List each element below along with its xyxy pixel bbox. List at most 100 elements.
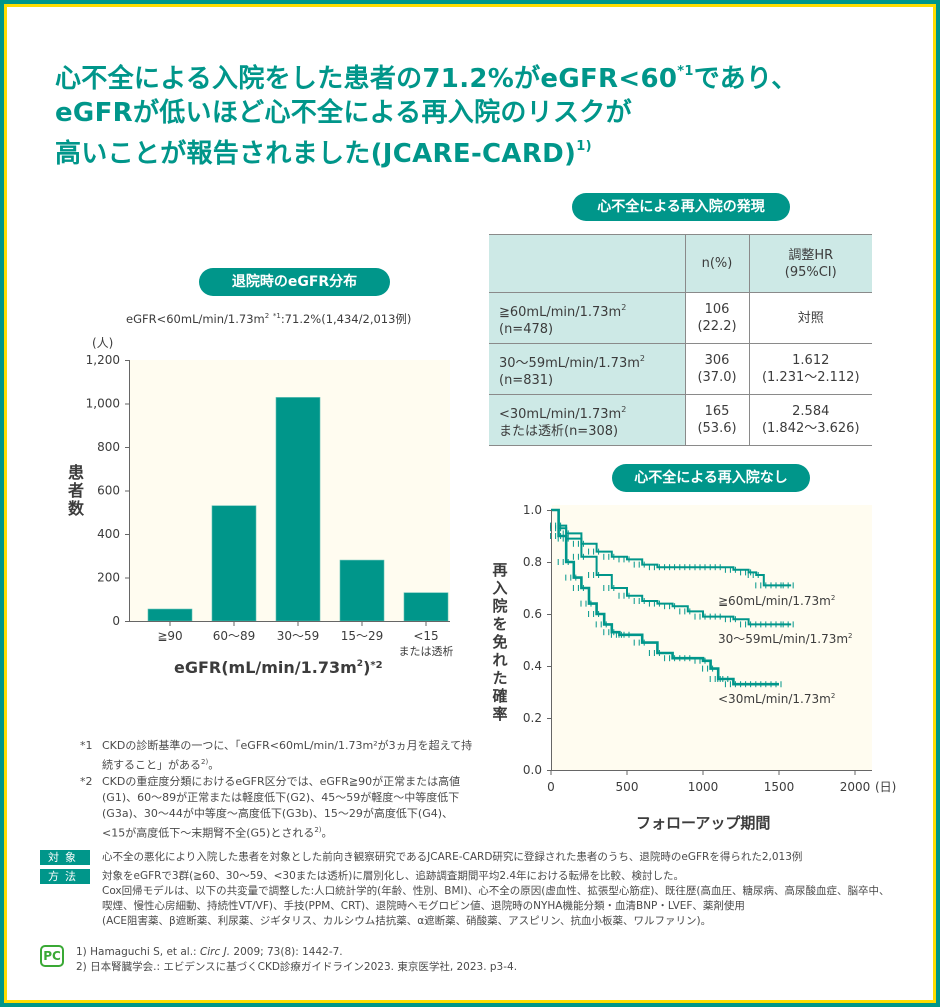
title-line-1-tail: であり、 (693, 64, 798, 94)
method-line: 対象をeGFRで3群(≧60、30〜59、<30または透析)に層別化し、追跡調査… (102, 870, 685, 882)
km-curve (551, 509, 792, 587)
km-x-unit: (日) (875, 780, 896, 794)
y-label-char: れ (492, 651, 507, 669)
km-x-tick-label: 0 (547, 780, 555, 794)
km-series-label: 30〜59mL/min/1.73m2 (718, 632, 853, 646)
footnote-text: CKDの重症度分類におけるeGFR区分では、eGFR≧90が正常または高値(G1… (102, 774, 475, 842)
bar-category-label: 60〜89 (213, 629, 256, 643)
footnote-end: 。 (208, 758, 220, 772)
y-label-char: 者 (67, 481, 84, 500)
superscript: 2 (621, 302, 627, 312)
km-y-tick-label: 0.4 (523, 659, 542, 673)
footnotes: *1 CKDの診断基準の一つに、「eGFR<60mL/min/1.73m²が3ヵ月… (80, 738, 475, 841)
footnote-2: *2 CKDの重症度分類におけるeGFR区分では、eGFR≧90が正常または高値(… (80, 774, 475, 842)
footnote-body: CKDの診断基準の一つに、「eGFR<60mL/min/1.73m²が3ヵ月を超… (102, 739, 473, 772)
superscript: 2 (639, 353, 645, 363)
y-label-char: 数 (68, 499, 85, 518)
km-x-tick-label: 1000 (688, 780, 719, 794)
y-label-char: た (492, 669, 507, 687)
row-hr: 1.612 (1.231〜2.112) (748, 343, 872, 395)
header-hr-line2: (95%CI) (784, 264, 837, 280)
bar-x-axis-label: eGFR(mL/min/1.73m2)*2 (174, 658, 383, 677)
bar-category-label: ≧90 (157, 629, 182, 643)
hr-value: 2.584 (792, 404, 830, 419)
xlabel-footnote: *2 (370, 660, 382, 671)
pct-value: (22.2) (697, 319, 737, 334)
km-x-tick-label: 2000 (840, 780, 871, 794)
y-label-char: 率 (492, 705, 507, 723)
bar (211, 505, 257, 622)
row-label-line2: または透析(n=308) (499, 423, 619, 439)
subject-tag: 対象 (40, 850, 90, 865)
km-y-tick-label: 0.2 (523, 711, 542, 725)
km-y-tick-label: 0.0 (523, 763, 542, 777)
bar-category-label: <15 (413, 629, 438, 643)
y-label-char: 再 (492, 561, 507, 579)
row-label: <30mL/min/1.73m2 または透析(n=308) (489, 394, 685, 446)
km-curve (551, 508, 779, 686)
footnote-text: CKDの診断基準の一つに、「eGFR<60mL/min/1.73m²が3ヵ月を超… (102, 738, 475, 774)
citation-ref: 1) (576, 139, 592, 154)
xlabel-tail: ) (363, 658, 370, 677)
y-label-char: 入 (492, 579, 507, 597)
footnote-body: CKDの重症度分類におけるeGFR区分では、eGFR≧90が正常または高値(G1… (102, 774, 461, 840)
egfr-summary-note: eGFR<60mL/min/1.73m2 *1:71.2%(1,434/2,01… (126, 311, 411, 327)
footnote-mark: *2 (80, 774, 93, 788)
bar (403, 592, 449, 622)
bar-category-label-line2: または透析 (399, 644, 454, 658)
hr-value: 1.612 (792, 353, 830, 368)
bar-y-unit: (人) (92, 336, 113, 350)
pc-logo-icon: PC (40, 945, 64, 967)
bar-y-axis-label: 患者数 (67, 463, 85, 518)
row-label-line2: (n=478) (499, 321, 554, 337)
row-n: 106 (22.2) (684, 292, 749, 344)
readmission-table: n(%) 調整HR (95%CI) ≧60mL/min/1.73m2 (n=478)… (489, 234, 872, 446)
km-plot-background (552, 505, 872, 770)
table-title-pill: 心不全による再入院の発現 (572, 193, 790, 221)
bar-y-tick-label: 400 (97, 527, 120, 541)
n-value: 165 (704, 404, 730, 419)
pct-value: (53.6) (697, 421, 737, 436)
y-label-char: 院 (492, 597, 507, 615)
title-line-2: eGFRが低いほど心不全による再入院のリスクが (55, 98, 632, 128)
references: 1) Hamaguchi S, et al.: Circ J. 2009; 73… (76, 945, 517, 975)
km-series-label: <30mL/min/1.73m2 (718, 692, 835, 706)
bar (339, 559, 385, 622)
km-chart-title-pill: 心不全による再入院なし (612, 464, 810, 492)
title-line-3: 高いことが報告されました(JCARE-CARD) (55, 139, 577, 169)
summary-text: eGFR<60mL/min/1.73m (126, 312, 265, 326)
inner-frame (4, 4, 936, 1003)
ref-details: 2009; 73(8): 1442-7. (230, 946, 343, 958)
table-header-row: n(%) 調整HR (95%CI) (489, 234, 872, 293)
xlabel-text: eGFR(mL/min/1.73m (174, 658, 357, 677)
bar-category-label: 15〜29 (341, 629, 384, 643)
bar (275, 397, 321, 622)
ci-value: (1.842〜3.626) (761, 421, 860, 436)
ref-authors: 1) Hamaguchi S, et al.: (76, 946, 200, 958)
row-label-line1: ≧60mL/min/1.73m (499, 304, 622, 320)
subject-row: 対象 心不全の悪化により入院した患者を対象とした前向き観察研究であるJCARE-… (40, 850, 920, 865)
bar-y-tick-label: 0 (112, 614, 120, 628)
header-hr: 調整HR (95%CI) (748, 234, 872, 293)
method-line: (ACE阻害薬、β遮断薬、利尿薬、ジギタリス、カルシウム拮抗薬、α遮断薬、硝酸薬… (102, 915, 712, 927)
xlabel-sup: 2 (357, 659, 363, 669)
bar-category-label: 30〜59 (277, 629, 320, 643)
study-info: 対象 心不全の悪化により入院した患者を対象とした前向き観察研究であるJCARE-… (40, 850, 920, 933)
row-label-line2: (n=831) (499, 372, 554, 388)
row-hr: 2.584 (1.842〜3.626) (748, 394, 872, 446)
footnote-end: 。 (321, 826, 333, 840)
bar-y-tick-label: 200 (97, 571, 120, 585)
summary-value: :71.2%(1,434/2,013例) (280, 312, 412, 326)
bar-y-tick-label: 800 (97, 440, 120, 454)
table-row: 30〜59mL/min/1.73m2 (n=831) 306 (37.0) 1.61… (489, 343, 872, 395)
y-label-char: 患 (68, 463, 84, 482)
method-tag: 方法 (40, 869, 90, 884)
method-line: Cox回帰モデルは、以下の共変量で調整した:人口統計学的(年齢、性別、BMI)、… (102, 885, 890, 897)
bar-y-tick-label: 1,200 (86, 353, 120, 367)
row-label-line1: 30〜59mL/min/1.73m (499, 355, 640, 371)
superscript: 2 (621, 404, 627, 414)
row-label-line1: <30mL/min/1.73m (499, 406, 622, 422)
